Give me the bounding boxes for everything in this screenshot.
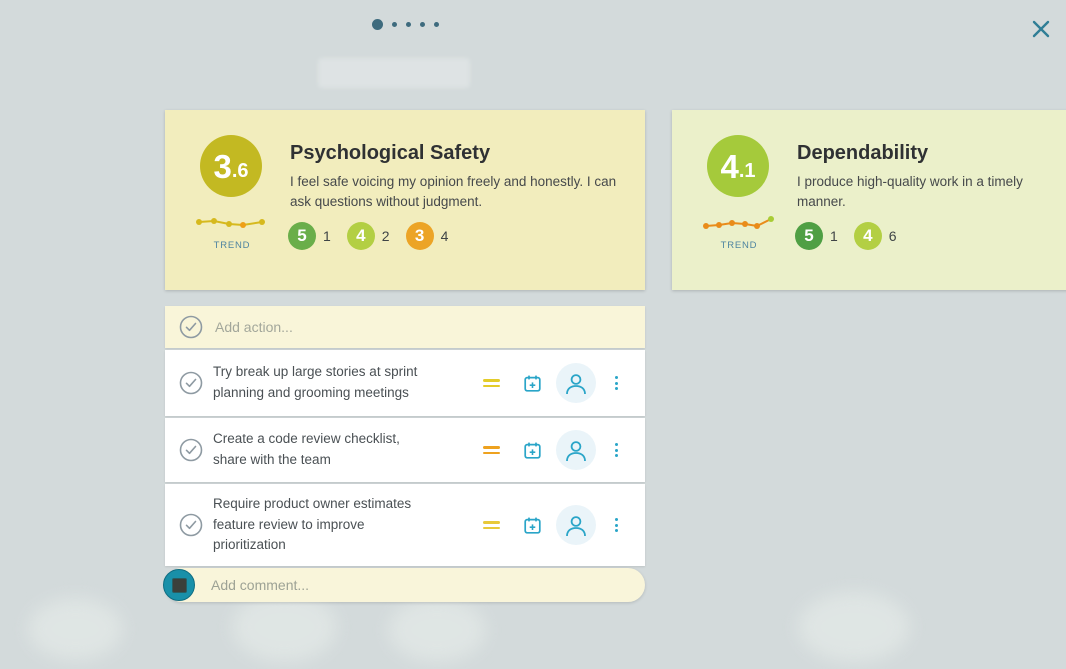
person-icon — [566, 374, 586, 395]
add-action-row[interactable] — [165, 306, 645, 348]
action-text: Create a code review checklist, share wi… — [213, 431, 400, 467]
user-avatar — [163, 569, 195, 601]
more-menu-icon[interactable] — [615, 376, 618, 390]
ghost-background-shape — [232, 592, 337, 662]
vote-badge-5: 5 — [795, 222, 823, 250]
ghost-background-shape — [388, 598, 486, 662]
due-date-icon[interactable] — [524, 375, 541, 392]
health-dimension-card: 3.6 TREND Psychological Safety I feel sa… — [165, 110, 645, 290]
card-title: Psychological Safety — [290, 142, 491, 164]
vote-distribution: 5 1 4 6 — [795, 222, 913, 250]
due-date-icon[interactable] — [524, 517, 541, 534]
person-icon — [566, 516, 586, 537]
vote-count: 2 — [381, 228, 390, 244]
check-circle-icon[interactable] — [179, 513, 203, 537]
close-button[interactable] — [1028, 16, 1054, 42]
priority-icon[interactable] — [483, 379, 500, 387]
pagination-dot[interactable] — [420, 21, 425, 27]
check-circle-icon[interactable] — [179, 438, 203, 462]
trend-label: TREND — [213, 240, 251, 251]
due-date-icon[interactable] — [524, 442, 541, 459]
action-controls — [470, 484, 645, 566]
add-action-input[interactable] — [213, 318, 645, 336]
vote-badge-3: 3 — [405, 222, 434, 250]
score-value: 4 — [720, 147, 739, 185]
vote-distribution: 5 1 4 2 3 4 — [288, 222, 464, 250]
add-comment-input[interactable] — [209, 576, 629, 594]
person-icon — [566, 441, 586, 462]
action-text: Try break up large stories at sprint pla… — [213, 364, 418, 400]
pagination-dot[interactable] — [372, 18, 383, 30]
more-menu-icon[interactable] — [615, 518, 618, 532]
priority-icon[interactable] — [483, 521, 500, 529]
pagination-dots[interactable] — [372, 17, 439, 31]
action-item[interactable]: Try break up large stories at sprint pla… — [165, 350, 645, 416]
trend-sparkline — [701, 214, 777, 234]
action-controls — [470, 350, 645, 416]
check-circle-icon — [179, 315, 203, 339]
score-badge: 4.1 — [707, 135, 769, 197]
ghost-background-shape — [318, 58, 470, 88]
ghost-background-shape — [798, 592, 910, 662]
score-badge: 3.6 — [200, 135, 262, 197]
vote-count: 1 — [323, 228, 331, 244]
pagination-dot[interactable] — [434, 21, 439, 27]
card-description: I feel safe voicing my opinion freely an… — [290, 174, 617, 209]
more-menu-icon[interactable] — [615, 443, 618, 457]
trend-sparkline — [194, 214, 270, 234]
vote-count: 1 — [830, 228, 838, 244]
pagination-dot[interactable] — [406, 21, 411, 27]
check-circle-icon[interactable] — [179, 371, 203, 395]
vote-badge-5: 5 — [288, 222, 316, 250]
priority-icon[interactable] — [483, 446, 500, 454]
action-controls — [470, 418, 645, 482]
assignee-button[interactable] — [556, 363, 596, 403]
action-item[interactable]: Require product owner estimates feature … — [165, 484, 645, 566]
assignee-button[interactable] — [556, 505, 596, 545]
ghost-background-shape — [28, 598, 123, 660]
close-icon — [1032, 20, 1050, 38]
health-dimension-card: 4.1 TREND Dependability I produce high-q… — [672, 110, 1066, 290]
avatar-chip-graphic — [171, 577, 187, 593]
action-text: Require product owner estimates feature … — [213, 495, 412, 553]
action-item[interactable]: Create a code review checklist, share wi… — [165, 418, 645, 482]
comment-bar — [163, 568, 645, 602]
vote-badge-4: 4 — [853, 222, 882, 250]
vote-badge-4: 4 — [346, 222, 375, 250]
vote-count: 6 — [888, 228, 897, 244]
card-title: Dependability — [797, 142, 929, 164]
card-description: I produce high-quality work in a timely … — [797, 174, 1023, 209]
score-value: 3 — [213, 147, 232, 185]
trend-label: TREND — [720, 240, 758, 251]
vote-count: 4 — [440, 228, 449, 244]
pagination-dot[interactable] — [392, 21, 397, 27]
assignee-button[interactable] — [556, 430, 596, 470]
